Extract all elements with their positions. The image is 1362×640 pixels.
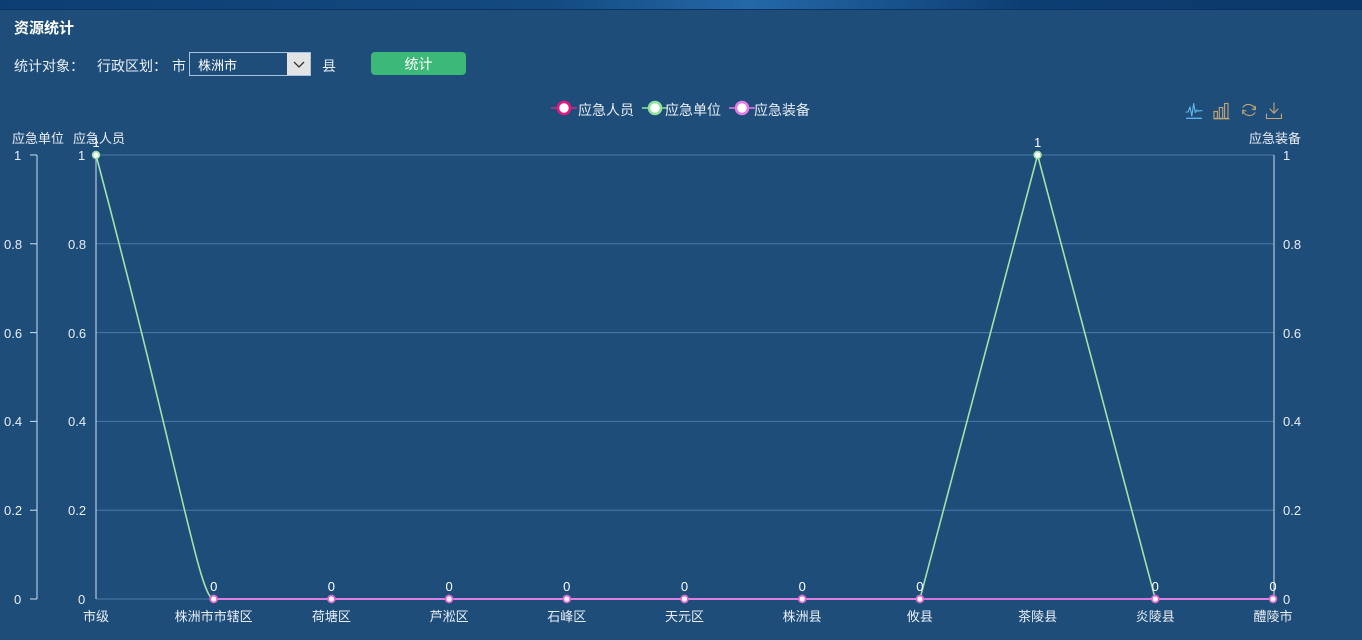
svg-text:0: 0: [1152, 579, 1159, 594]
svg-text:0: 0: [210, 579, 217, 594]
svg-text:0: 0: [445, 579, 452, 594]
svg-text:0: 0: [1269, 579, 1276, 594]
svg-text:1: 1: [1034, 135, 1041, 150]
svg-text:1: 1: [92, 135, 99, 150]
svg-text:0: 0: [681, 579, 688, 594]
svg-text:0: 0: [799, 579, 806, 594]
svg-text:0: 0: [328, 579, 335, 594]
svg-text:0: 0: [916, 579, 923, 594]
svg-text:0: 0: [563, 579, 570, 594]
